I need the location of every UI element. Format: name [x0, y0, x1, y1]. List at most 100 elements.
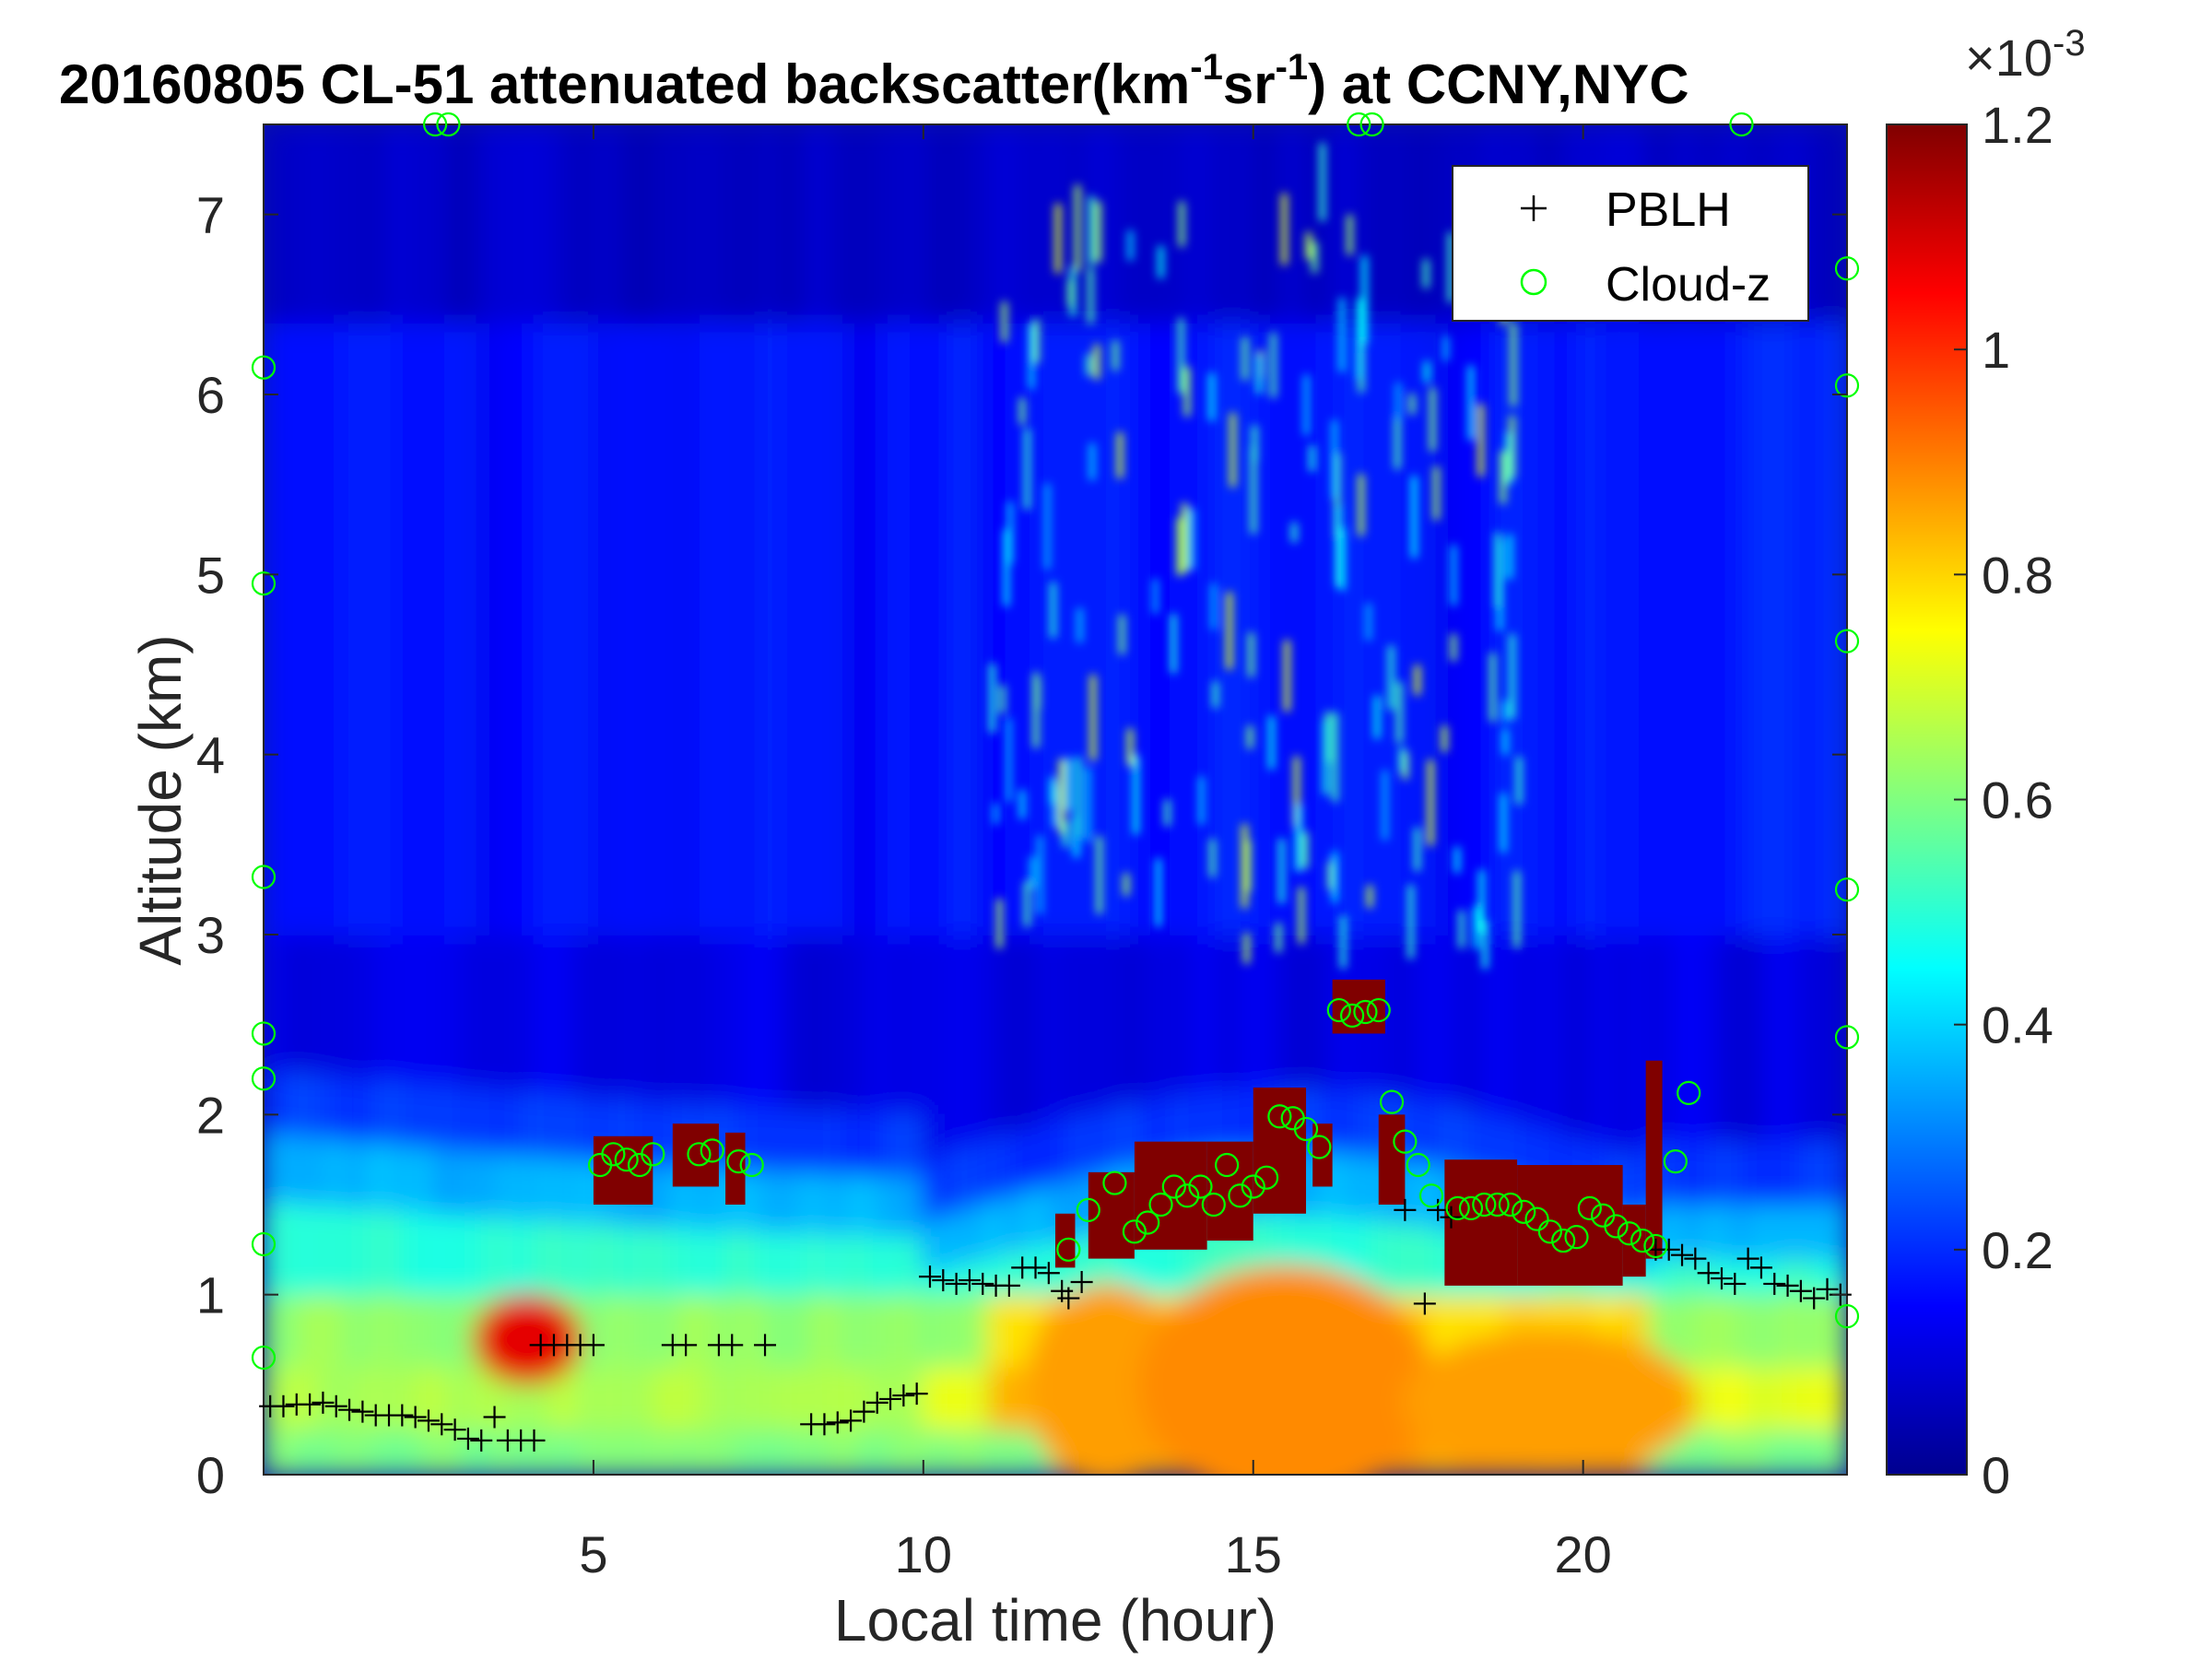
- pblh-marker: [483, 1406, 506, 1429]
- pblh-marker: [826, 1411, 849, 1434]
- pblh-marker: [351, 1400, 374, 1423]
- colorbar-tick-label: 1.2: [1982, 96, 2053, 154]
- cloud-z-marker: [1406, 1152, 1430, 1178]
- pblh-marker: [1413, 1292, 1436, 1315]
- pblh-marker: [865, 1391, 888, 1414]
- legend-pblh-label: PBLH: [1606, 183, 1731, 237]
- pblh-marker: [1736, 1247, 1759, 1270]
- cloud-z-marker: [1512, 1199, 1536, 1224]
- pblh-marker: [1816, 1277, 1839, 1300]
- cloud-z-marker: [1393, 1129, 1418, 1154]
- x-tick-label: 15: [1225, 1525, 1282, 1583]
- pblh-marker: [840, 1409, 863, 1432]
- pblh-marker: [1749, 1256, 1772, 1279]
- cloud-z-marker: [641, 1142, 665, 1167]
- cloud-z-marker: [1148, 1192, 1173, 1218]
- pblh-marker: [1684, 1247, 1707, 1270]
- cloud-z-marker: [1347, 112, 1371, 137]
- legend-cloud-marker: [1520, 268, 1547, 296]
- pblh-marker: [1803, 1287, 1826, 1310]
- pblh-marker: [1427, 1198, 1450, 1221]
- cloud-z-marker: [1293, 1116, 1319, 1142]
- pblh-marker: [272, 1394, 295, 1418]
- cloud-z-marker: [726, 1149, 751, 1174]
- cloud-z-marker: [251, 355, 276, 380]
- legend-box: [1452, 165, 1809, 322]
- y-tick-label: 1: [196, 1266, 225, 1324]
- pblh-marker: [417, 1409, 440, 1432]
- cloud-z-marker: [1418, 1183, 1444, 1208]
- cloud-z-marker: [1241, 1174, 1265, 1199]
- y-axis: 0 1 2 3 4 5 6 7: [196, 186, 1847, 1504]
- pblh-marker: [312, 1391, 335, 1414]
- colorbar-tick-label: 0.4: [1982, 996, 2053, 1054]
- pblh-marker: [892, 1384, 915, 1407]
- cloud-z-marker: [1445, 1195, 1470, 1221]
- legend-pblh-marker: [1521, 195, 1547, 221]
- cloud-z-marker: [251, 1231, 276, 1257]
- pblh-marker: [1070, 1270, 1093, 1293]
- cloud-z-marker: [1175, 1183, 1200, 1208]
- pblh-marker: [1710, 1267, 1733, 1290]
- x-axis: 5 10 15 20: [579, 124, 1612, 1583]
- pblh-marker: [391, 1404, 414, 1427]
- x-axis-label: Local time (hour): [834, 1587, 1277, 1653]
- y-tick-label: 4: [196, 726, 225, 784]
- pblh-marker: [945, 1272, 968, 1295]
- pblh-marker: [997, 1274, 1020, 1297]
- pblh-marker: [430, 1413, 453, 1436]
- pblh-marker: [1671, 1243, 1694, 1266]
- cloud-z-marker: [1161, 1174, 1186, 1199]
- pblh-marker: [1057, 1287, 1080, 1310]
- cloud-z-marker: [1135, 1210, 1160, 1235]
- cloud-z-marker: [1458, 1195, 1484, 1221]
- cloud-z-marker: [1076, 1197, 1100, 1222]
- pblh-marker: [1697, 1262, 1720, 1285]
- cloud-z-marker: [423, 112, 448, 137]
- cloud-z-marker: [1551, 1228, 1576, 1253]
- backscatter-heatmap: [264, 124, 1847, 1475]
- cloud-z-marker: [1834, 1025, 1860, 1050]
- cloud-z-marker: [601, 1142, 626, 1167]
- pblh-marker: [675, 1334, 698, 1357]
- pblh-marker: [470, 1429, 493, 1452]
- y-tick-label: 3: [196, 906, 225, 964]
- pblh-marker: [443, 1418, 466, 1441]
- pblh-marker: [1776, 1274, 1799, 1297]
- x-tick-label: 5: [579, 1525, 607, 1583]
- cloud-z-marker: [687, 1142, 712, 1167]
- pblh-marker: [853, 1400, 876, 1423]
- cloud-z-marker: [1729, 112, 1754, 137]
- cloud-z-marker: [251, 1066, 276, 1091]
- cloud-z-marker: [251, 571, 276, 596]
- colorbar-ticks: 0 0.2 0.4 0.6 0.8 1 1.2: [1954, 96, 2053, 1504]
- colorbar-tick-label: 0.8: [1982, 546, 2053, 604]
- colorbar: [1887, 124, 1967, 1475]
- cloud-z-marker: [1485, 1192, 1510, 1218]
- cloud-z-marker: [1524, 1206, 1549, 1231]
- pblh-marker: [523, 1429, 546, 1452]
- cloud-z-marker: [1564, 1225, 1589, 1250]
- cloud-z-marker: [614, 1147, 639, 1172]
- pblh-marker: [958, 1269, 981, 1292]
- pblh-marker: [1724, 1272, 1747, 1295]
- cloud-z-marker: [1340, 1003, 1365, 1029]
- cloud-z-marker: [1379, 1089, 1405, 1114]
- cloud-z-marker: [1307, 1135, 1332, 1159]
- cloud-z-marker: [1834, 877, 1860, 902]
- cloud-z-marker: [1834, 1304, 1860, 1329]
- colorbar-exponent: ×10-3: [1965, 23, 2086, 87]
- cloud-z-marker: [1326, 997, 1351, 1023]
- pblh-marker: [1394, 1198, 1417, 1221]
- cloud-z-marker: [1253, 1165, 1279, 1190]
- pblh-marker: [1789, 1279, 1812, 1302]
- x-tick-label: 10: [895, 1525, 952, 1583]
- pblh-marker: [324, 1394, 347, 1418]
- pblh-marker: [905, 1382, 928, 1406]
- colorbar-tick-label: 0.6: [1982, 771, 2053, 830]
- pblh-marker: [1763, 1272, 1786, 1295]
- cloud-z-marker: [1201, 1192, 1226, 1218]
- colorbar-tick-label: 1: [1982, 321, 2010, 379]
- cloud-z-marker: [1215, 1152, 1240, 1178]
- pblh-marker: [813, 1413, 836, 1436]
